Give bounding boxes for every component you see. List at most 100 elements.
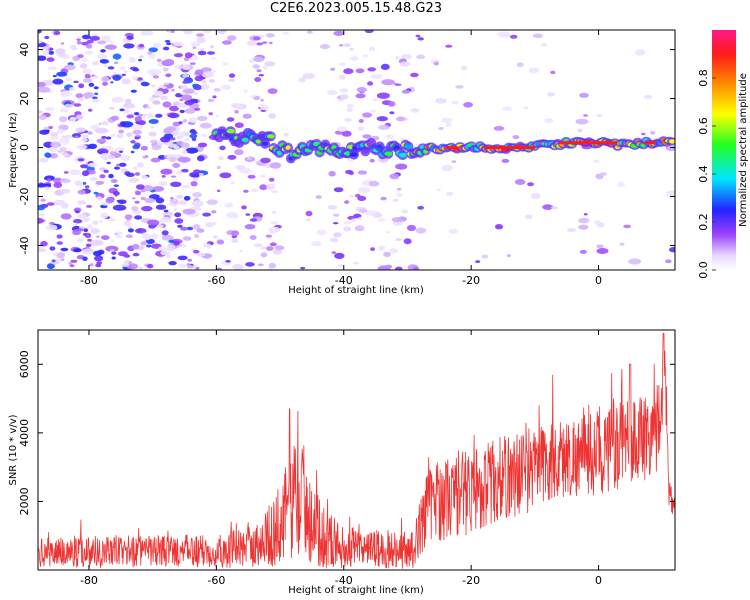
heatmap-noise-blob <box>514 179 526 185</box>
heatmap-noise-blob <box>532 33 543 39</box>
heatmap-noise-blob <box>410 108 420 113</box>
heatmap-noise-blob <box>180 142 190 149</box>
heatmap-noise-blob <box>83 92 94 99</box>
heatmap-noise-blob <box>235 165 246 170</box>
heatmap-noise-blob <box>193 169 201 174</box>
heatmap-noise-blob <box>184 52 193 59</box>
heatmap-noise-blob <box>70 259 78 263</box>
heatmap-noise-blob <box>177 156 191 163</box>
snr-xlabel: Height of straight line (km) <box>288 585 424 596</box>
heatmap-noise-blob <box>80 164 88 169</box>
heatmap-noise-blob <box>134 200 140 204</box>
heatmap-noise-blob <box>112 53 122 60</box>
heatmap-noise-blob <box>212 235 218 239</box>
heatmap-noise-blob <box>92 96 98 100</box>
heatmap-noise-blob <box>193 265 197 269</box>
heatmap-noise-blob <box>191 206 202 211</box>
heatmap-noise-blob <box>246 40 257 46</box>
heatmap-noise-blob <box>68 262 73 265</box>
heatmap-noise-blob <box>191 137 197 141</box>
heatmap-noise-blob <box>120 154 131 161</box>
heatmap-noise-blob <box>234 122 244 128</box>
heatmap-noise-blob <box>334 252 345 259</box>
heatmap-noise-blob <box>163 46 170 51</box>
heatmap-noise-blob <box>217 189 221 193</box>
heatmap-noise-blob <box>385 134 394 140</box>
heatmap-noise-blob <box>59 108 69 113</box>
heatmap-noise-blob <box>77 200 87 205</box>
heatmap-noise-blob <box>145 106 151 109</box>
heatmap-noise-blob <box>112 204 127 211</box>
heatmap-noise-blob <box>305 210 313 217</box>
heatmap-noise-blob <box>157 155 166 160</box>
heatmap-ridge-core <box>350 152 358 157</box>
heatmap-noise-blob <box>196 33 205 37</box>
snr-line-series <box>38 333 675 569</box>
heatmap-noise-blob <box>269 41 273 45</box>
heatmap-noise-blob <box>131 243 140 250</box>
heatmap-noise-blob <box>82 233 87 236</box>
heatmap-noise-blob <box>95 263 102 268</box>
heatmap-noise-blob <box>88 108 93 112</box>
heatmap-noise-blob <box>369 158 375 163</box>
heatmap-noise-blob <box>150 233 159 240</box>
heatmap-noise-blob <box>97 40 106 45</box>
heatmap-noise-blob <box>367 67 377 72</box>
heatmap-noise-blob <box>441 164 453 172</box>
heatmap-noise-blob <box>463 102 473 108</box>
heatmap-noise-blob <box>180 92 186 95</box>
heatmap-noise-blob <box>53 182 63 189</box>
heatmap-noise-blob <box>436 188 441 192</box>
heatmap-noise-blob <box>182 208 196 215</box>
heatmap-noise-blob <box>116 133 124 139</box>
heatmap-noise-blob <box>495 224 503 230</box>
heatmap-ridge-peak <box>483 146 535 150</box>
heatmap-noise-blob <box>155 113 163 118</box>
heatmap-noise-blob <box>121 73 126 76</box>
heatmap-noise-blob <box>665 259 672 264</box>
heatmap-noise-blob <box>217 30 227 34</box>
heatmap-noise-blob <box>340 94 349 100</box>
heatmap-noise-blob <box>256 69 262 73</box>
heatmap-noise-blob <box>142 232 148 236</box>
y-tick-label: 0 <box>18 144 31 151</box>
heatmap-noise-blob <box>134 116 142 122</box>
heatmap-noise-blob <box>51 259 56 263</box>
heatmap-noise-blob <box>617 181 625 188</box>
heatmap-noise-blob <box>199 122 212 129</box>
heatmap-noise-blob <box>73 219 83 224</box>
heatmap-noise-blob <box>234 149 244 156</box>
heatmap-noise-blob <box>260 99 264 102</box>
heatmap-noise-blob <box>76 40 82 45</box>
colorbar-tick-label: 0.8 <box>697 69 710 87</box>
heatmap-noise-blob <box>137 228 142 232</box>
colorbar-tick-label: 0.0 <box>697 261 710 279</box>
heatmap-noise-blob <box>64 134 73 139</box>
heatmap-noise-blob <box>282 31 290 35</box>
heatmap-noise-blob <box>389 248 398 254</box>
heatmap-noise-blob <box>315 195 322 199</box>
heatmap-noise-blob <box>101 76 110 83</box>
heatmap-noise-blob <box>269 183 275 187</box>
heatmap-noise-blob <box>50 141 62 148</box>
heatmap-noise-blob <box>269 162 282 169</box>
heatmap-noise-blob <box>46 57 55 62</box>
heatmap-noise-blob <box>155 197 165 204</box>
colorbar-tick-label: 0.4 <box>697 165 710 183</box>
heatmap-noise-blob <box>78 83 85 89</box>
heatmap-noise-blob <box>230 181 235 185</box>
heatmap-noise-blob <box>148 53 156 60</box>
heatmap-noise-blob <box>181 150 188 155</box>
heatmap-noise-blob <box>82 68 92 75</box>
heatmap-noise-blob <box>243 89 248 93</box>
heatmap-noise-blob <box>38 110 43 114</box>
heatmap-noise-blob <box>126 114 134 119</box>
heatmap-noise-blob <box>128 177 140 183</box>
heatmap-noise-blob <box>84 50 93 55</box>
heatmap-noise-blob <box>262 41 268 44</box>
heatmap-noise-blob <box>197 142 208 148</box>
heatmap-noise-blob <box>509 34 518 39</box>
heatmap-noise-blob <box>227 154 237 160</box>
heatmap-noise-blob <box>578 224 589 230</box>
heatmap-noise-blob <box>56 128 64 134</box>
